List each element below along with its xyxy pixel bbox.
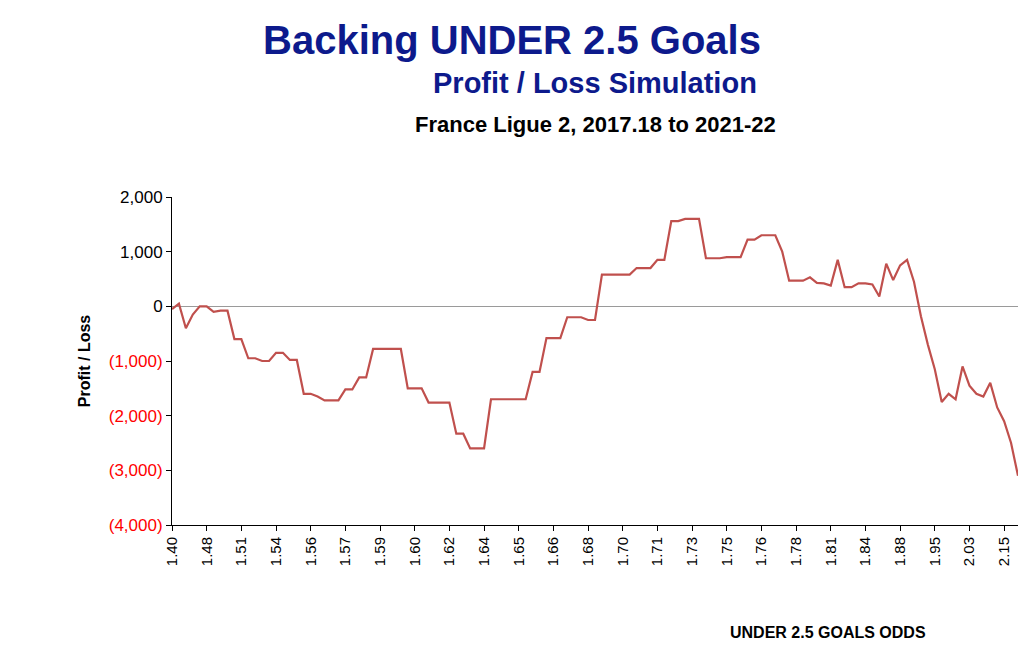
svg-text:Profit / Loss Simulation: Profit / Loss Simulation <box>433 67 757 99</box>
svg-text:2.15: 2.15 <box>995 537 1012 566</box>
svg-text:1.76: 1.76 <box>752 537 769 566</box>
svg-text:1.40: 1.40 <box>163 537 180 566</box>
svg-text:1.51: 1.51 <box>232 537 249 566</box>
svg-text:Backing UNDER 2.5 Goals: Backing UNDER 2.5 Goals <box>263 18 761 62</box>
svg-text:1.70: 1.70 <box>614 537 631 566</box>
svg-text:1.95: 1.95 <box>926 537 943 566</box>
svg-text:1.81: 1.81 <box>822 537 839 566</box>
svg-text:1.68: 1.68 <box>579 537 596 566</box>
svg-text:(1,000): (1,000) <box>109 352 163 371</box>
svg-text:1.73: 1.73 <box>683 537 700 566</box>
svg-text:0: 0 <box>153 297 162 316</box>
svg-text:1.48: 1.48 <box>198 537 215 566</box>
svg-text:1.60: 1.60 <box>406 537 423 566</box>
svg-text:1.78: 1.78 <box>787 537 804 566</box>
svg-text:(3,000): (3,000) <box>109 461 163 480</box>
svg-text:(4,000): (4,000) <box>109 516 163 535</box>
svg-text:1.56: 1.56 <box>302 537 319 566</box>
svg-text:1,000: 1,000 <box>120 243 163 262</box>
svg-text:1.54: 1.54 <box>267 537 284 566</box>
svg-text:(2,000): (2,000) <box>109 407 163 426</box>
svg-text:1.75: 1.75 <box>718 537 735 566</box>
svg-text:1.66: 1.66 <box>544 537 561 566</box>
svg-text:UNDER 2.5 GOALS ODDS: UNDER 2.5 GOALS ODDS <box>730 624 926 641</box>
svg-text:1.57: 1.57 <box>336 537 353 566</box>
svg-text:France Ligue 2, 2017.18 to 202: France Ligue 2, 2017.18 to 2021-22 <box>415 112 776 137</box>
svg-text:1.64: 1.64 <box>475 537 492 566</box>
svg-text:Profit / Loss: Profit / Loss <box>76 315 93 408</box>
svg-text:1.65: 1.65 <box>510 537 527 566</box>
svg-text:1.88: 1.88 <box>891 537 908 566</box>
svg-text:1.84: 1.84 <box>856 537 873 566</box>
svg-text:1.62: 1.62 <box>440 537 457 566</box>
svg-text:1.59: 1.59 <box>371 537 388 566</box>
svg-text:2.03: 2.03 <box>960 537 977 566</box>
svg-text:2,000: 2,000 <box>120 188 163 207</box>
svg-text:1.71: 1.71 <box>648 537 665 566</box>
